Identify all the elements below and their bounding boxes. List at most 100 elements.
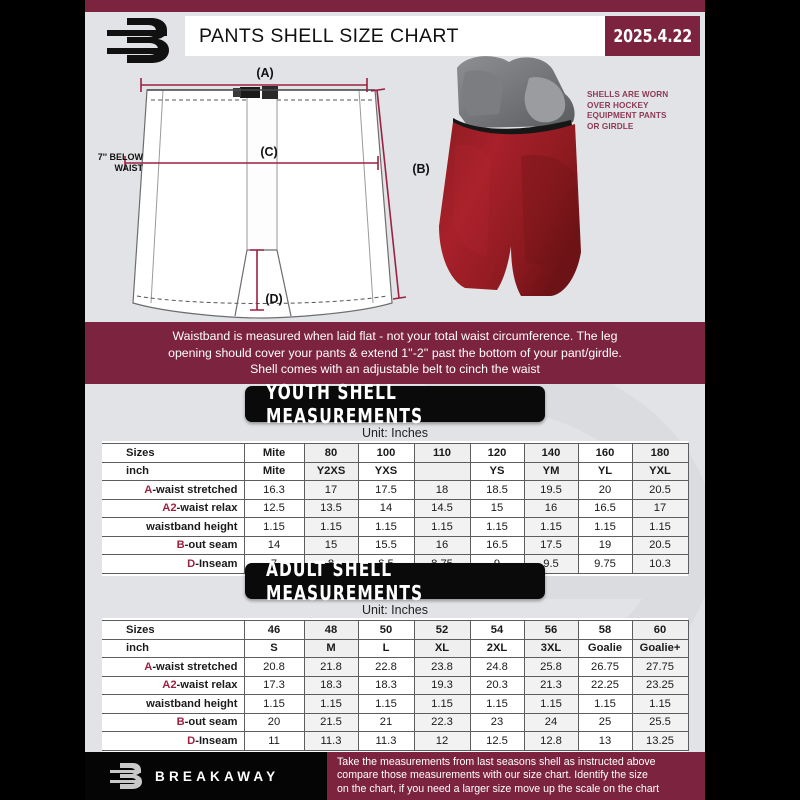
table-row: Sizes 46 48 50 52 54 56 58 60 bbox=[102, 620, 689, 640]
table-cell: 21.8 bbox=[303, 657, 359, 677]
table-cell: 16.5 bbox=[469, 535, 525, 555]
table-cell: 120 bbox=[469, 443, 525, 463]
diagram-below-waist-line1: 7'' BELOW bbox=[98, 152, 144, 162]
table-cell: 1.15 bbox=[631, 694, 689, 714]
shell-note: SHELLS ARE WORN OVER HOCKEY EQUIPMENT PA… bbox=[587, 90, 699, 132]
table-cell: 1.15 bbox=[357, 517, 415, 537]
table-cell: Goalie+ bbox=[631, 638, 689, 658]
shell-note-line2: OVER HOCKEY bbox=[587, 100, 649, 110]
youth-unit-label: Unit: Inches bbox=[361, 426, 428, 440]
table-cell: 12.5 bbox=[243, 498, 305, 518]
table-row: B-out seam 20 21.5 21 22.3 23 24 25 25.5 bbox=[102, 712, 689, 732]
table-cell: 23 bbox=[469, 712, 525, 732]
table-row: waistband height 1.15 1.15 1.15 1.15 1.15 1.15… bbox=[102, 694, 689, 714]
table-cell: 16.3 bbox=[243, 480, 305, 500]
instruction-line1: Waistband is measured when laid flat - n… bbox=[172, 329, 618, 344]
table-cell: 1.15 bbox=[577, 517, 633, 537]
adult-table-wrap: Sizes 46 48 50 52 54 56 58 60 inch S M L XL 2XL 3XL Goal… bbox=[102, 618, 689, 753]
table-cell: 18 bbox=[413, 480, 471, 500]
table-cell: 13 bbox=[577, 731, 633, 751]
table-cell: 12.5 bbox=[469, 731, 525, 751]
table-cell: 48 bbox=[303, 620, 359, 640]
table-cell: YXS bbox=[357, 461, 415, 481]
table-cell: 100 bbox=[357, 443, 415, 463]
adult-unit-label: Unit: Inches bbox=[361, 603, 428, 617]
table-cell: 19.5 bbox=[523, 480, 579, 500]
instruction-banner: Waistband is measured when laid flat - n… bbox=[85, 322, 705, 384]
table-cell: 1.15 bbox=[523, 694, 579, 714]
row-label: waistband height bbox=[102, 694, 245, 714]
diagram-label-b: (B) bbox=[412, 162, 429, 176]
row-label: D-Inseam bbox=[102, 554, 245, 574]
table-row: D-Inseam 11 11.3 11.3 12 12.5 12.8 13 13.25 bbox=[102, 731, 689, 751]
table-cell: 14 bbox=[357, 498, 415, 518]
row-label: A-waist stretched bbox=[102, 657, 245, 677]
table-cell: M bbox=[303, 638, 359, 658]
table-cell: 25.5 bbox=[631, 712, 689, 732]
date-badge-text: 2025.4.22 bbox=[613, 25, 692, 47]
table-cell: 23.25 bbox=[631, 675, 689, 695]
table-cell: 1.15 bbox=[243, 517, 305, 537]
row-label: waistband height bbox=[102, 517, 245, 537]
table-cell: 46 bbox=[243, 620, 305, 640]
instruction-line2: opening should cover your pants & extend… bbox=[168, 345, 622, 360]
row-label: inch bbox=[102, 461, 245, 481]
table-cell: 56 bbox=[523, 620, 579, 640]
table-cell: 26.75 bbox=[577, 657, 633, 677]
footer-line1: Take the measurements from last seasons … bbox=[337, 755, 656, 768]
table-cell: 140 bbox=[523, 443, 579, 463]
table-cell: 3XL bbox=[523, 638, 579, 658]
table-cell: 11 bbox=[243, 731, 305, 751]
row-label: A-waist stretched bbox=[102, 480, 245, 500]
table-cell: 21.3 bbox=[523, 675, 579, 695]
product-photo bbox=[439, 56, 581, 296]
shell-note-line1: SHELLS ARE WORN bbox=[587, 90, 669, 99]
row-label-mark: A bbox=[144, 660, 153, 673]
table-cell: 58 bbox=[577, 620, 633, 640]
table-cell: YM bbox=[523, 461, 579, 481]
youth-section-header: YOUTH SHELL MEASUREMENTS Unit: Inches bbox=[85, 380, 705, 440]
adult-heading-text: ADULT SHELL MEASUREMENTS bbox=[266, 557, 424, 605]
table-cell: 1.15 bbox=[577, 694, 633, 714]
table-cell: 21 bbox=[357, 712, 415, 732]
table-row: A-waist stretched 20.8 21.8 22.8 23.8 24.8 25.… bbox=[102, 657, 689, 677]
header: PANTS SHELL SIZE CHART 2025.4.22 bbox=[85, 12, 705, 63]
table-cell: 54 bbox=[469, 620, 525, 640]
row-label-mark: A2 bbox=[162, 502, 177, 515]
table-cell: 17 bbox=[631, 498, 689, 518]
table-cell: Y2XS bbox=[303, 461, 359, 481]
table-cell: 1.15 bbox=[469, 694, 525, 714]
youth-table-wrap: Sizes Mite 80 100 110 120 140 160 180 inch Mite Y2X… bbox=[102, 441, 689, 576]
table-cell: 11.3 bbox=[303, 731, 359, 751]
table-cell: 160 bbox=[577, 443, 633, 463]
date-badge: 2025.4.22 bbox=[605, 16, 700, 56]
table-cell: 1.15 bbox=[523, 517, 579, 537]
table-cell: 27.75 bbox=[631, 657, 689, 677]
table-cell: 15 bbox=[303, 535, 359, 555]
diagram-label-c: (C) bbox=[260, 145, 277, 159]
page-title: PANTS SHELL SIZE CHART bbox=[185, 16, 605, 56]
table-cell: 1.15 bbox=[413, 517, 471, 537]
table-cell: 17.3 bbox=[243, 675, 305, 695]
table-cell: 17.5 bbox=[523, 535, 579, 555]
measurement-diagram-area: (A) (C) (B) (D) 7'' BELOW WAIST bbox=[85, 56, 705, 322]
footer-line3: on the chart, if you need a larger size … bbox=[337, 782, 660, 795]
table-cell: 24.8 bbox=[469, 657, 525, 677]
table-cell: 18.3 bbox=[357, 675, 415, 695]
table-cell: Mite bbox=[243, 443, 305, 463]
table-cell: 12 bbox=[413, 731, 471, 751]
table-cell: 13.5 bbox=[303, 498, 359, 518]
table-cell: S bbox=[243, 638, 305, 658]
table-cell: 20.5 bbox=[631, 535, 689, 555]
footer-brand-name: BREAKAWAY bbox=[155, 768, 280, 784]
table-cell: 13.25 bbox=[631, 731, 689, 751]
table-cell: 1.15 bbox=[631, 517, 689, 537]
breakaway-b-logo-icon bbox=[107, 18, 169, 63]
row-label: inch bbox=[102, 638, 245, 658]
table-cell: 21.5 bbox=[303, 712, 359, 732]
table-cell: 10.3 bbox=[631, 554, 689, 574]
table-cell: 20.3 bbox=[469, 675, 525, 695]
table-cell: L bbox=[357, 638, 415, 658]
youth-heading-text: YOUTH SHELL MEASUREMENTS bbox=[266, 380, 424, 428]
